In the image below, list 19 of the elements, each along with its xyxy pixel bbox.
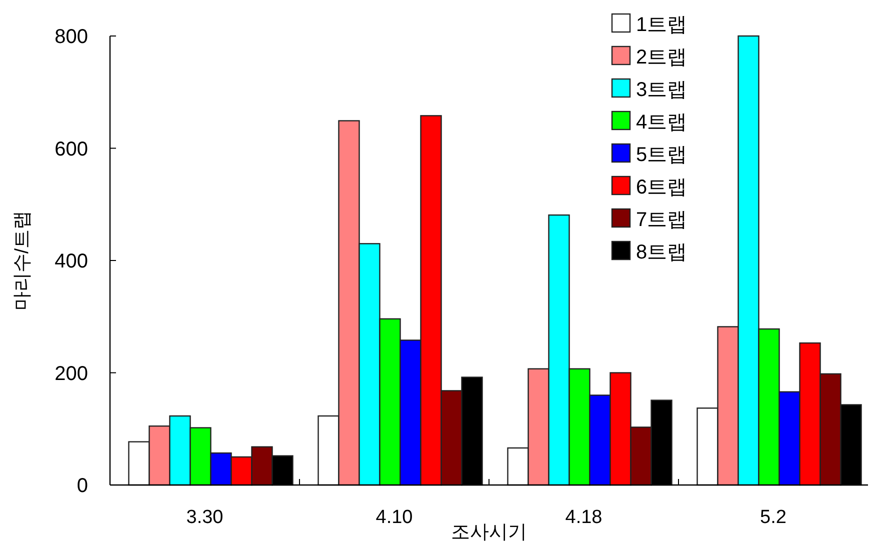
y-tick-label: 600 <box>54 138 88 160</box>
legend-label: 4트랩 <box>636 112 688 134</box>
legend-label: 1트랩 <box>636 14 688 36</box>
x-axis-title: 조사시기 <box>451 522 527 543</box>
legend-label: 8트랩 <box>636 242 688 264</box>
x-tick-label: 4.18 <box>565 507 602 528</box>
y-tick-label: 200 <box>54 362 88 385</box>
x-tick-label: 4.10 <box>376 507 413 528</box>
x-tick-label: 3.30 <box>186 507 224 528</box>
y-axis-title: 마리수/트랩 <box>12 210 33 311</box>
legend-label: 3트랩 <box>636 79 688 101</box>
legend-label: 7트랩 <box>636 209 688 231</box>
y-tick-label: 0 <box>76 475 88 497</box>
legend-label: 2트랩 <box>636 46 688 68</box>
legend-label: 5트랩 <box>636 144 688 166</box>
x-tick-label: 5.2 <box>760 507 786 528</box>
legend-label: 6트랩 <box>636 176 688 198</box>
y-tick-label: 400 <box>54 250 88 272</box>
y-tick-label: 800 <box>54 26 88 48</box>
